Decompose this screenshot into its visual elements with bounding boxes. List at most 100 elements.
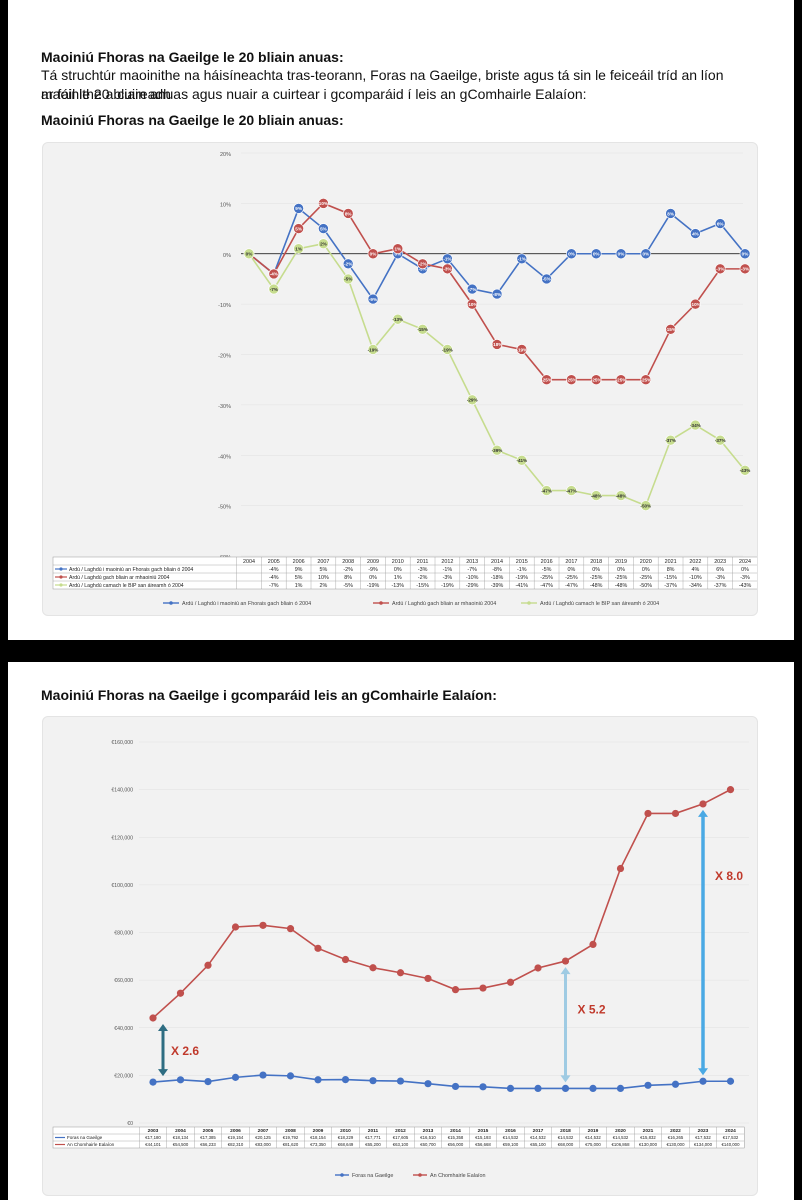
table-legend-marker	[59, 583, 63, 587]
table-cell: €63,100	[393, 1142, 409, 1147]
table-series-name: Ardú / Laghdú gach bliain ar mhaoiniú 20…	[69, 575, 169, 581]
table-year-label: 2018	[560, 1128, 571, 1134]
table-cell: €17,532	[695, 1135, 711, 1140]
table-cell: 5%	[295, 575, 303, 581]
data-point	[367, 344, 379, 355]
data-label: -7%	[270, 287, 278, 292]
data-label: 8%	[345, 211, 352, 216]
data-label: 0%	[642, 252, 649, 257]
table-cell: €106,868	[612, 1142, 631, 1147]
table-cell: -37%	[664, 583, 677, 589]
table-cell: -1%	[517, 567, 527, 573]
data-point	[640, 374, 652, 385]
annotation-arrow-head	[698, 809, 708, 817]
data-label: -41%	[516, 458, 527, 463]
table-cell: -8%	[492, 567, 502, 573]
data-label: -9%	[369, 297, 377, 302]
y-tick-label: €40,000	[114, 1026, 133, 1032]
page-2-heading: Maoiniú Fhoras na Gaeilge i gcomparáid l…	[41, 687, 497, 703]
data-label: -15%	[665, 327, 676, 332]
data-point	[442, 263, 453, 275]
series-line-1	[152, 1074, 731, 1090]
table-year-label: 2022	[689, 559, 701, 565]
data-point	[293, 203, 304, 214]
data-point	[342, 273, 354, 285]
data-point	[590, 374, 602, 385]
data-label: 0%	[618, 252, 625, 257]
table-year-label: 2006	[293, 559, 305, 565]
data-point	[690, 419, 701, 431]
table-cell: 5%	[320, 567, 328, 573]
table-cell: -4%	[269, 567, 279, 573]
table-cell: €56,668	[475, 1142, 491, 1147]
data-label: 0%	[568, 252, 575, 257]
data-label: 8%	[667, 211, 674, 216]
legend-label: Foras na Gaeilge	[352, 1173, 393, 1179]
table-cell: €16,265	[668, 1135, 684, 1140]
data-label: -10%	[467, 302, 478, 307]
data-label: -48%	[591, 493, 602, 498]
data-label: -3%	[419, 267, 427, 272]
data-point	[561, 957, 570, 965]
table-cell: €14,532	[613, 1135, 629, 1140]
table-series-name: Foras na Gaeilge	[67, 1135, 103, 1140]
y-tick-label: €100,000	[111, 883, 133, 889]
table-cell: 2%	[320, 583, 328, 589]
table-cell: -25%	[565, 575, 578, 581]
table-cell: -18%	[491, 575, 504, 581]
table-cell: €75,000	[585, 1142, 601, 1147]
table-cell: -9%	[368, 567, 378, 573]
table-year-label: 2017	[565, 559, 577, 565]
table-year-label: 2012	[441, 559, 453, 565]
table-year-label: 2024	[739, 559, 751, 565]
data-point	[466, 394, 478, 406]
data-point	[590, 248, 602, 260]
table-year-label: 2022	[670, 1128, 681, 1134]
table-cell: €18,154	[310, 1135, 326, 1140]
data-point	[149, 1014, 157, 1022]
table-cell: €14,532	[585, 1135, 601, 1140]
table-legend-marker	[59, 567, 63, 571]
data-point	[176, 1076, 185, 1084]
data-label: -50%	[640, 503, 651, 508]
y-tick-label: -20%	[218, 354, 231, 360]
data-point	[714, 434, 726, 446]
legend-label: Ardú / Laghdú camach le BIP san áireamh …	[540, 601, 659, 607]
data-point	[369, 964, 377, 972]
annotation-arrow-head	[158, 1023, 168, 1031]
y-tick-label: -40%	[218, 454, 231, 460]
table-cell: €65,100	[530, 1142, 546, 1147]
table-cell: €18,229	[338, 1135, 354, 1140]
table-cell: €134,000	[694, 1142, 713, 1147]
data-label: 0%	[394, 252, 401, 257]
legend-label: Ardú / Laghdú gach bliain ar mhaoiniú 20…	[392, 601, 496, 607]
data-point	[268, 268, 280, 280]
data-point	[615, 490, 627, 501]
table-year-label: 2006	[230, 1128, 241, 1134]
table-year-label: 2023	[698, 1128, 709, 1134]
data-label: 5%	[320, 226, 327, 231]
data-label: -5%	[543, 277, 551, 282]
table-cell: -5%	[542, 567, 552, 573]
table-cell: €17,532	[723, 1135, 739, 1140]
table-cell: 1%	[295, 583, 303, 589]
table-cell: €83,000	[255, 1142, 271, 1147]
data-label: -25%	[640, 377, 651, 382]
table-cell: -2%	[418, 575, 428, 581]
data-point	[479, 1083, 487, 1091]
table-cell: €130,000	[667, 1142, 686, 1147]
data-point	[541, 374, 552, 385]
y-tick-label: -30%	[218, 404, 231, 410]
data-point	[204, 1078, 212, 1086]
data-point	[451, 1082, 460, 1091]
data-label: 2%	[320, 241, 327, 246]
data-point	[451, 986, 460, 994]
data-label: -47%	[541, 488, 552, 493]
table-year-label: 2021	[665, 559, 677, 565]
data-point	[516, 454, 528, 466]
data-point	[396, 1077, 405, 1085]
data-label: -43%	[740, 468, 751, 473]
table-year-label: 2014	[450, 1128, 461, 1134]
table-year-label: 2003	[148, 1128, 159, 1134]
data-point	[367, 248, 379, 260]
